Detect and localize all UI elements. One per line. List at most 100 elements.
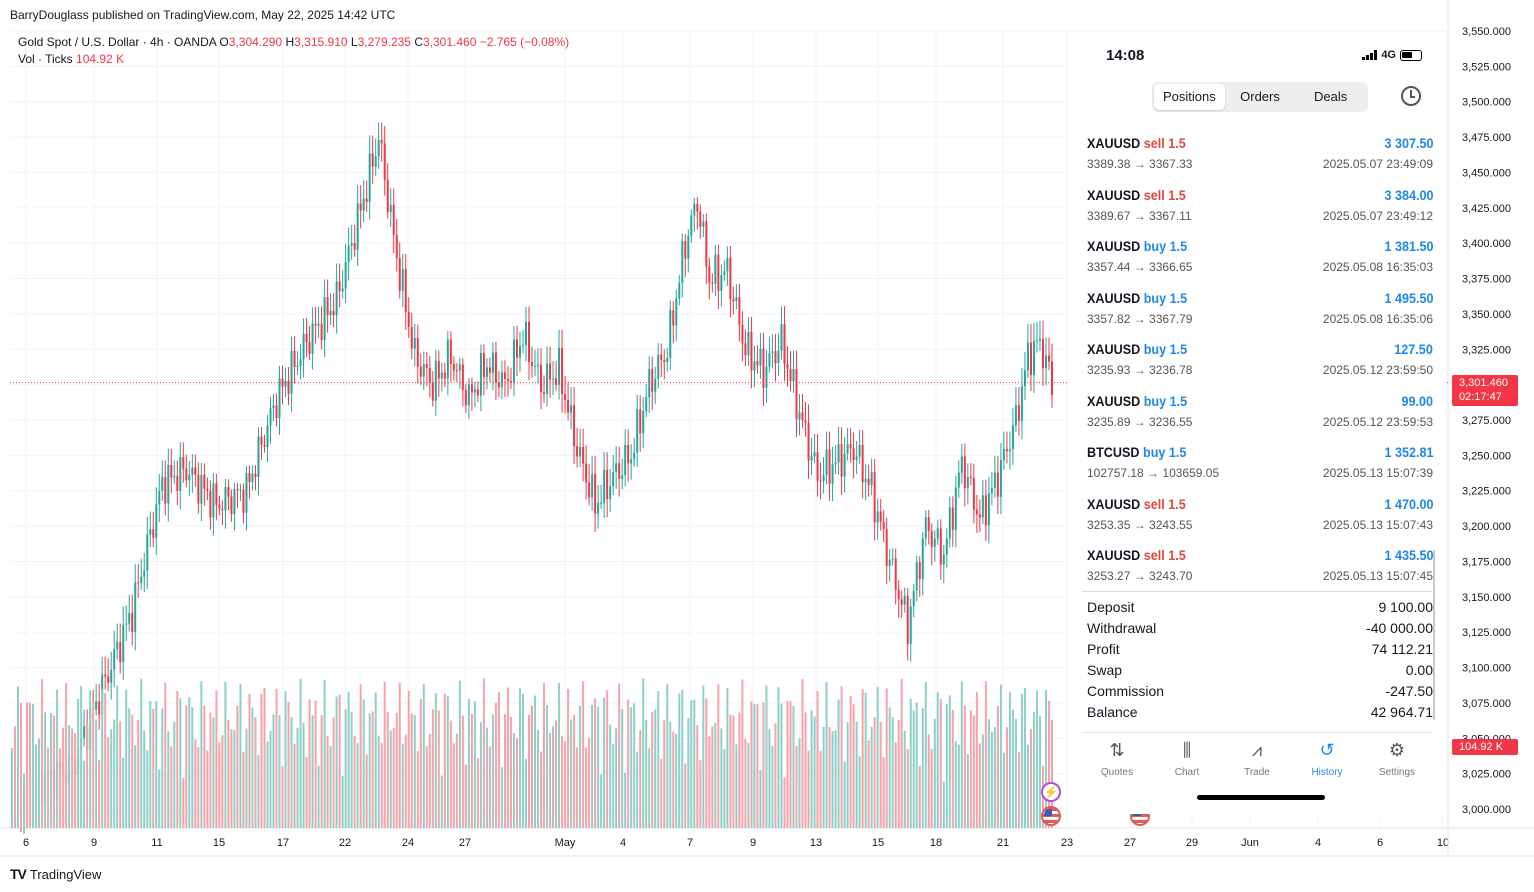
volume-bar xyxy=(263,688,266,828)
last-price: 3,301.460 xyxy=(1459,377,1508,389)
volume-bar xyxy=(347,691,350,828)
volume-bar xyxy=(23,773,26,828)
volume-bar xyxy=(527,714,530,828)
volume-bar xyxy=(407,690,410,828)
flash-event-icon[interactable]: ⚡ xyxy=(1041,782,1061,802)
high-value: 3,315.910 xyxy=(294,35,348,49)
volume-bar xyxy=(777,687,780,828)
deal-profit: 3 384.00 xyxy=(1383,186,1433,203)
summary-label: Withdrawal xyxy=(1087,620,1157,636)
tab-deals[interactable]: Deals xyxy=(1314,89,1348,104)
volume-bar xyxy=(912,710,915,828)
volume-bar xyxy=(158,769,161,828)
volume-bar xyxy=(320,715,323,828)
volume-bar xyxy=(588,737,591,828)
candle-body xyxy=(837,444,840,463)
nav-settings[interactable]: ⚙ Settings xyxy=(1362,733,1432,782)
candle-body xyxy=(347,245,350,263)
candle-body xyxy=(831,464,834,484)
candle-body xyxy=(221,508,224,511)
deal-row[interactable]: XAUUSD sell 1.5 1 435.50 3253.27 → 3243.70… xyxy=(1087,544,1433,595)
volume-bar xyxy=(173,721,176,828)
volume-bar xyxy=(906,749,909,828)
candle-body xyxy=(509,380,512,383)
tab-positions[interactable]: Positions xyxy=(1154,84,1225,110)
volume-bar xyxy=(711,726,714,828)
volume-bar xyxy=(461,715,464,828)
deal-row[interactable]: XAUUSD buy 1.5 127.50 3235.93 → 3236.78 202… xyxy=(1087,338,1433,389)
volume-bar xyxy=(11,748,13,828)
candle-body xyxy=(311,323,314,354)
nav-history[interactable]: ↺ History xyxy=(1292,733,1362,782)
y-tick-label: 3,275.000 xyxy=(1462,415,1511,427)
nav-trade[interactable]: ⩘ Trade xyxy=(1222,733,1292,782)
volume-legend: Vol · Ticks 104.92 K xyxy=(18,52,124,66)
volume: 1.5 xyxy=(1168,444,1187,460)
deal-row[interactable]: XAUUSD sell 1.5 3 307.50 3389.38 → 3367.33… xyxy=(1087,132,1433,183)
volume-bar xyxy=(573,714,576,828)
us-flag-event-icon[interactable] xyxy=(1041,806,1061,826)
x-tick-label: 17 xyxy=(277,837,289,849)
volume-bar xyxy=(570,719,573,828)
candle-body xyxy=(395,234,398,258)
candle-body xyxy=(152,529,155,538)
candle-body xyxy=(389,204,392,213)
volume-bar xyxy=(582,681,585,828)
volume-bar xyxy=(987,719,990,828)
volume-bar xyxy=(732,715,735,828)
volume-bar xyxy=(621,709,624,828)
candle-body xyxy=(729,257,732,300)
volume-bar xyxy=(302,722,305,828)
candle-body xyxy=(206,488,209,491)
volume-bar xyxy=(990,731,993,828)
volume-bar xyxy=(500,767,503,828)
tradingview-logo[interactable]: TV TradingView xyxy=(10,866,101,882)
volume-bar xyxy=(645,719,648,828)
nav-quotes[interactable]: ⇅ Quotes xyxy=(1082,733,1152,782)
candle-body xyxy=(921,538,924,579)
volume-bar xyxy=(164,682,167,828)
nav-chart[interactable]: ⫼ Chart xyxy=(1152,733,1222,782)
deal-row[interactable]: BTCUSD buy 1.5 1 352.81 102757.18 → 103659… xyxy=(1087,441,1433,492)
candle-body xyxy=(867,478,870,486)
deal-row[interactable]: XAUUSD buy 1.5 1 495.50 3357.82 → 3367.79 2… xyxy=(1087,287,1433,338)
volume-bar xyxy=(855,721,858,828)
candle-body xyxy=(512,339,515,383)
candle-body xyxy=(786,364,789,370)
volume-bar xyxy=(221,735,224,828)
volume-bar xyxy=(131,714,134,828)
candle-body xyxy=(675,298,678,326)
candle-body xyxy=(275,405,278,419)
tab-orders[interactable]: Orders xyxy=(1240,89,1280,104)
candle-body xyxy=(341,288,344,292)
volume-bar xyxy=(900,678,903,828)
volume-bar xyxy=(239,683,242,828)
y-tick-label: 3,000.000 xyxy=(1462,804,1511,816)
deal-row[interactable]: XAUUSD sell 1.5 3 384.00 3389.67 → 3367.11… xyxy=(1087,184,1433,235)
deal-row[interactable]: XAUUSD buy 1.5 1 381.50 3357.44 → 3366.65 2… xyxy=(1087,235,1433,286)
candle-body xyxy=(585,463,588,483)
volume-bar xyxy=(684,763,687,828)
candle-body xyxy=(419,366,422,377)
candle-body xyxy=(317,323,320,326)
volume-bar xyxy=(182,778,185,828)
volume-bar xyxy=(699,760,702,828)
deal-row[interactable]: XAUUSD sell 1.5 1 470.00 3253.35 → 3243.55… xyxy=(1087,493,1433,544)
volume-bar xyxy=(537,729,540,828)
volume-bar xyxy=(816,691,819,828)
volume-bar xyxy=(368,713,371,828)
volume-bar xyxy=(690,700,693,828)
status-indicators: 4G xyxy=(1362,49,1422,61)
volume-bar xyxy=(53,715,56,828)
volume-bar xyxy=(639,730,642,828)
volume-bar xyxy=(996,706,999,828)
scrollbar[interactable] xyxy=(1433,550,1435,720)
candle-body xyxy=(936,528,939,539)
volume-bar xyxy=(606,690,609,828)
deal-row[interactable]: XAUUSD buy 1.5 99.00 3235.89 → 3236.55 2025… xyxy=(1087,390,1433,441)
candle-body xyxy=(476,389,479,396)
candle-body xyxy=(236,489,239,491)
candle-body xyxy=(134,582,137,633)
clock-icon[interactable] xyxy=(1401,86,1421,106)
volume-bar xyxy=(317,765,320,828)
